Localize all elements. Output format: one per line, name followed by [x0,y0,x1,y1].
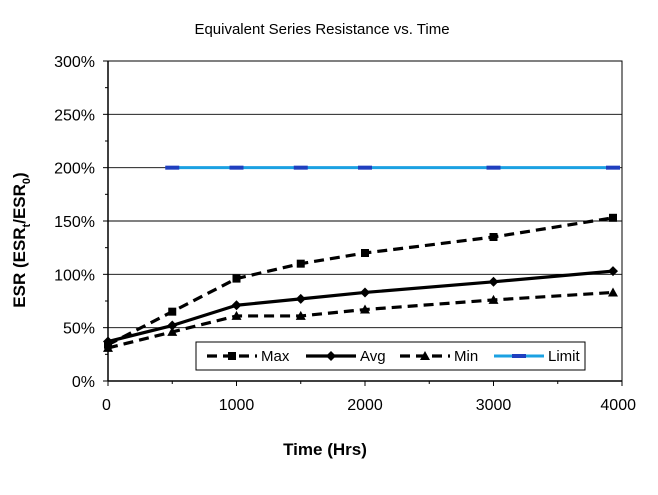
y-tick-label: 300% [54,54,95,71]
series-point-min [608,287,618,297]
legend-items: Max Avg Min Limit [207,348,581,365]
x-tick-label: 3000 [476,397,512,414]
y-tick-label: 250% [54,107,95,124]
series-max [104,213,617,349]
series-point-min [231,310,242,320]
series-limit [165,165,620,170]
legend-item-limit: Limit [494,348,581,365]
series-point-avg [295,293,306,304]
series-point-avg [360,287,370,298]
y-tick-label: 200% [54,161,95,178]
series-point-max [296,259,305,268]
series-point-avg [167,320,178,331]
series-layer [103,165,620,352]
legend-marker-min [420,351,430,360]
series-point-limit [229,165,244,170]
y-label-main: ESR (ESR [10,227,29,307]
series-point-min [488,294,499,304]
legend-item-max: Max [207,348,290,365]
series-point-limit [293,165,308,170]
series-point-max [361,249,369,257]
legend-marker-max [228,352,236,360]
x-tick-label: 4000 [600,397,636,414]
series-point-limit [486,165,501,170]
series-point-avg [103,336,113,347]
y-axis-ticks: 0% 50% 100% 150% 200% 250% 300% [54,54,108,391]
series-point-max [168,307,177,316]
y-tick-label: 150% [54,214,95,231]
y-tick-label: 100% [54,267,95,284]
series-point-min [167,326,178,336]
y-label-mid: /ESR [10,184,29,224]
legend-label-avg: Avg [360,348,386,365]
series-point-avg [488,276,499,287]
series-point-max [609,213,617,222]
legend-marker-limit [512,354,526,358]
legend-marker-avg [326,351,336,361]
series-point-avg [231,300,242,311]
y-tick-label: 50% [63,321,95,338]
legend-item-avg: Avg [306,348,386,365]
x-axis-ticks: 0 1000 2000 3000 4000 [102,381,636,414]
legend: Max Avg Min Limit [195,341,586,371]
series-point-min [103,342,113,352]
series-point-min [295,310,306,320]
series-point-limit [606,165,620,170]
series-point-limit [165,165,180,170]
series-line-min [107,290,614,350]
series-point-avg [608,266,618,277]
y-label-sub-0: 0 [21,178,33,184]
y-label-end: ) [10,172,29,178]
y-label-sub-t: t [21,223,33,227]
x-tick-label: 0 [102,397,111,414]
series-line-max [107,216,614,347]
series-point-limit [358,165,372,170]
series-point-max [232,274,241,283]
y-tick-label: 0% [72,374,95,391]
y-axis-label: ESR (ESRt/ESR0) [10,172,33,307]
legend-label-limit: Limit [548,348,581,365]
x-axis-label: Time (Hrs) [283,440,367,459]
legend-label-min: Min [454,348,478,365]
x-tick-label: 2000 [347,397,383,414]
legend-item-min: Min [400,348,478,365]
x-tick-label: 1000 [219,397,255,414]
series-point-min [360,304,370,314]
series-avg [103,266,618,347]
chart-title: Equivalent Series Resistance vs. Time [194,21,449,38]
series-min [103,287,618,352]
legend-label-max: Max [261,348,290,365]
series-point-max [489,233,498,241]
